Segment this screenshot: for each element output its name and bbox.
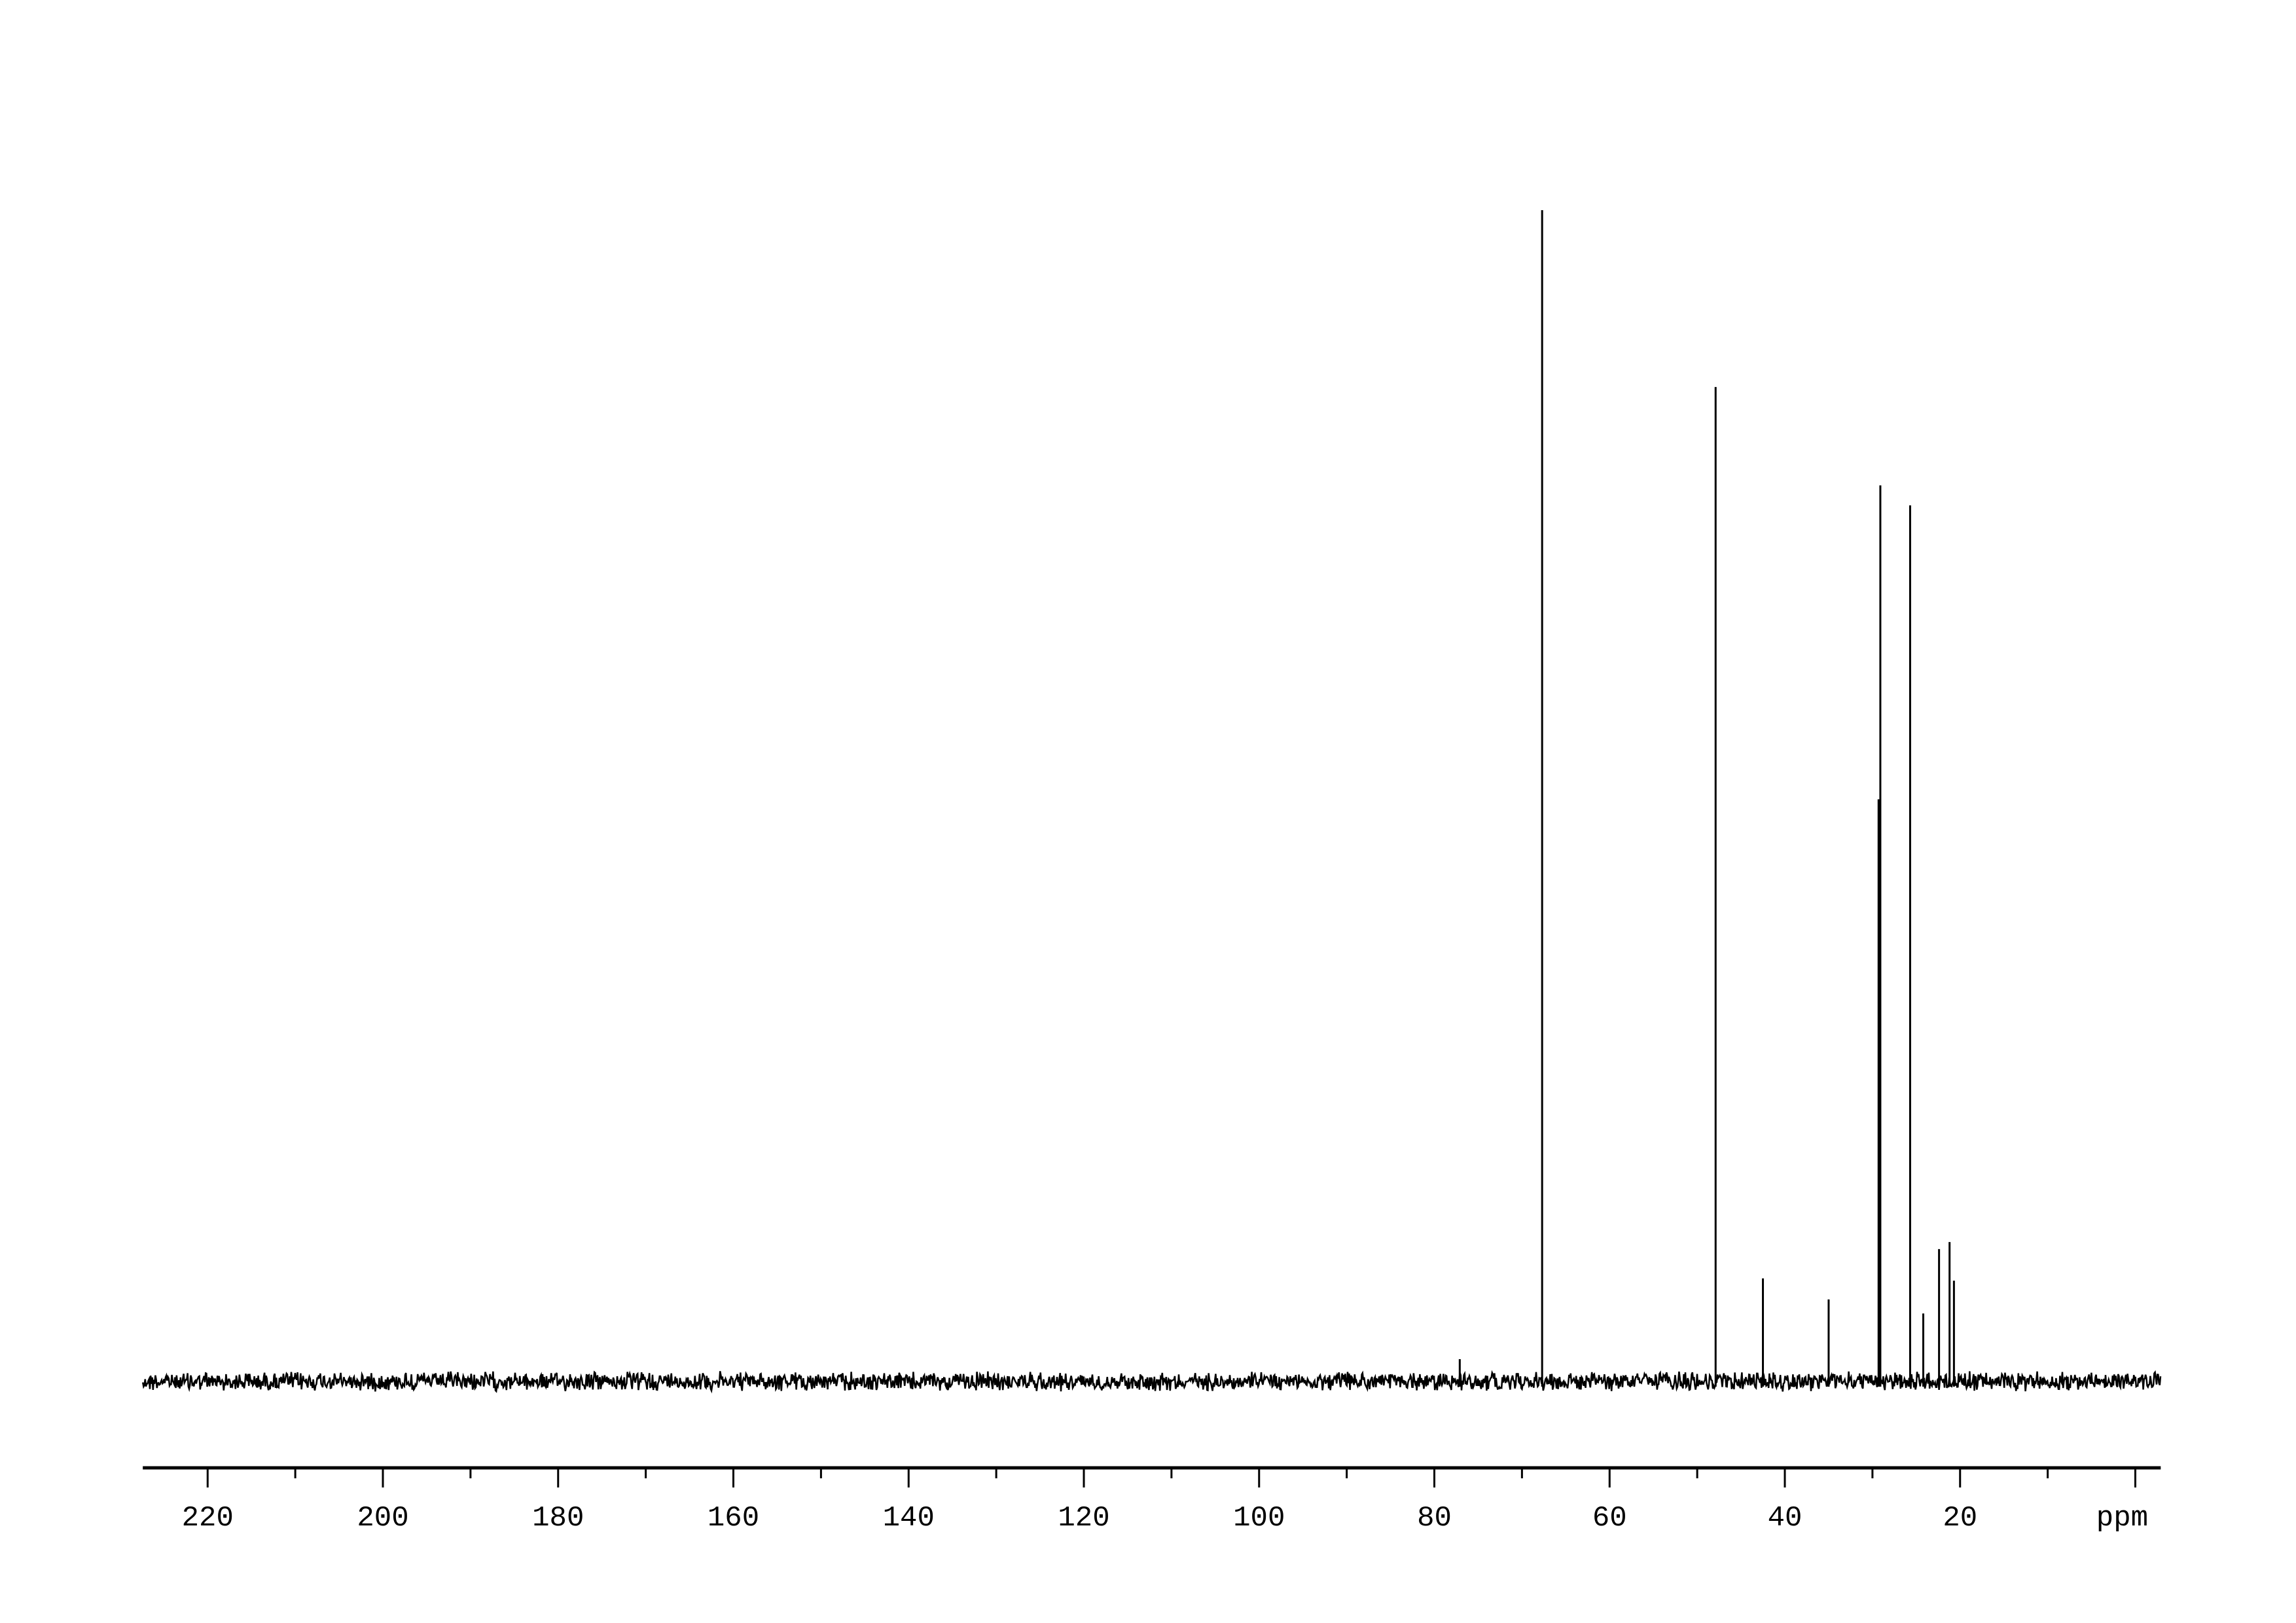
x-tick-label: 140 [883,1502,935,1535]
x-tick-label: 220 [182,1502,234,1535]
x-tick-label: 20 [1943,1502,1977,1535]
x-axis-label: ppm [2096,1502,2148,1535]
baseline-noise [141,1370,2162,1394]
x-tick-label: 180 [532,1502,584,1535]
x-tick-label: 80 [1417,1502,1452,1535]
x-tick-label: 60 [1592,1502,1627,1535]
spectrum-trace [141,210,2162,1394]
x-tick-label: 100 [1233,1502,1285,1535]
x-tick-label: 120 [1058,1502,1109,1535]
x-tick-label: 40 [1768,1502,1803,1535]
x-axis: 220 200 180 160 140 120 100 80 60 40 20 ppm [143,1466,2161,1535]
x-tick-label: 200 [357,1502,408,1535]
x-tick-label: 160 [708,1502,759,1535]
